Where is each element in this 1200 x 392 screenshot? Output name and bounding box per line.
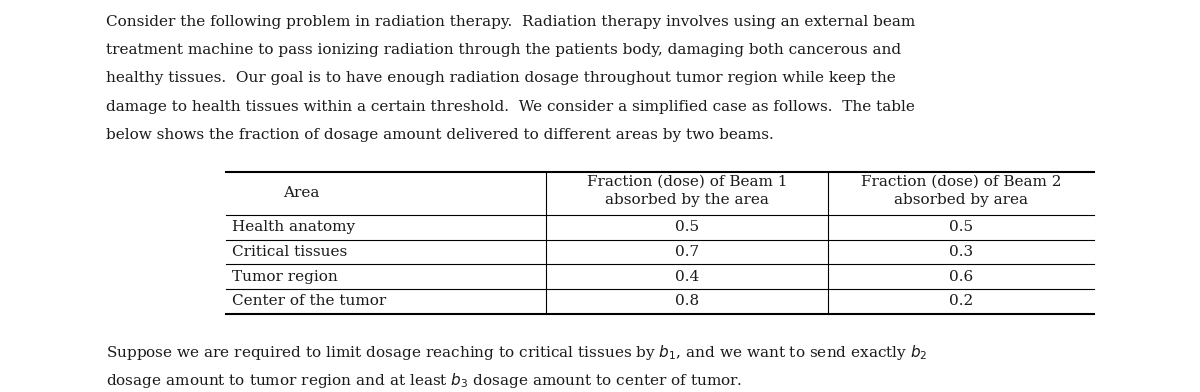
Text: Suppose we are required to limit dosage reaching to critical tissues by $b_1$, a: Suppose we are required to limit dosage … (106, 343, 928, 362)
Text: healthy tissues.  Our goal is to have enough radiation dosage throughout tumor r: healthy tissues. Our goal is to have eno… (106, 71, 895, 85)
Text: Center of the tumor: Center of the tumor (232, 294, 386, 308)
Text: Area: Area (283, 186, 319, 200)
Text: 0.2: 0.2 (949, 294, 973, 308)
Text: treatment machine to pass ionizing radiation through the patients body, damaging: treatment machine to pass ionizing radia… (106, 43, 901, 57)
Text: Tumor region: Tumor region (232, 270, 337, 283)
Text: 0.6: 0.6 (949, 270, 973, 283)
Text: Consider the following problem in radiation therapy.  Radiation therapy involves: Consider the following problem in radiat… (106, 15, 914, 29)
Text: Health anatomy: Health anatomy (232, 220, 355, 234)
Text: damage to health tissues within a certain threshold.  We consider a simplified c: damage to health tissues within a certai… (106, 100, 914, 114)
Text: dosage amount to tumor region and at least $b_3$ dosage amount to center of tumo: dosage amount to tumor region and at lea… (106, 371, 742, 390)
Text: 0.5: 0.5 (674, 220, 700, 234)
Text: 0.5: 0.5 (949, 220, 973, 234)
Text: Fraction (dose) of Beam 2
absorbed by area: Fraction (dose) of Beam 2 absorbed by ar… (860, 175, 1062, 207)
Text: 0.7: 0.7 (674, 245, 700, 259)
Text: 0.8: 0.8 (674, 294, 700, 308)
Text: below shows the fraction of dosage amount delivered to different areas by two be: below shows the fraction of dosage amoun… (106, 128, 773, 142)
Text: Critical tissues: Critical tissues (232, 245, 347, 259)
Text: 0.4: 0.4 (674, 270, 700, 283)
Text: Fraction (dose) of Beam 1
absorbed by the area: Fraction (dose) of Beam 1 absorbed by th… (587, 175, 787, 207)
Text: 0.3: 0.3 (949, 245, 973, 259)
